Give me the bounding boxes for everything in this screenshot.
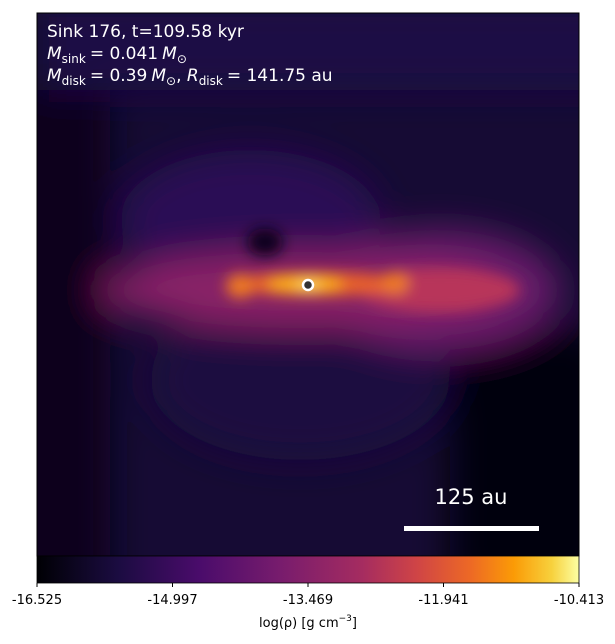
- annotation-disk: Mdisk = 0.39 M⊙, Rdisk = 141.75 au: [47, 66, 333, 88]
- symbol: M: [47, 66, 62, 86]
- colorbar-tick-label: -13.469: [283, 593, 333, 608]
- colorbar-tick-label: -11.941: [418, 593, 468, 608]
- annotation-sink-mass: Msink = 0.041 M⊙: [47, 44, 187, 66]
- subscript: disk: [199, 74, 223, 88]
- scale-bar-label: 125 au: [435, 485, 508, 509]
- colorbar: [36, 555, 580, 584]
- sink-marker: [301, 278, 315, 292]
- density-map: [37, 13, 579, 556]
- colorbar-tick-label: -14.997: [147, 593, 197, 608]
- colorbar-tick-label: -16.525: [12, 593, 62, 608]
- value: = 141.75 au: [227, 66, 333, 86]
- subscript: sink: [62, 52, 86, 66]
- colorbar-tick-label: -10.413: [554, 593, 604, 608]
- colorbar-label: log(ρ) [g cm−3]: [259, 614, 357, 631]
- subscript: disk: [62, 74, 86, 88]
- label-text: ]: [352, 616, 357, 631]
- subscript: ⊙: [166, 74, 176, 88]
- colorbar-ticks: -16.525 -14.997 -13.469 -11.941 -10.413: [12, 583, 604, 608]
- superscript: −3: [339, 614, 352, 624]
- value: = 0.39: [90, 66, 148, 86]
- symbol: M: [47, 44, 62, 64]
- subscript: ⊙: [177, 52, 187, 66]
- symbol: R: [187, 66, 199, 86]
- scale-bar: [404, 526, 539, 531]
- value: = 0.041: [90, 44, 158, 64]
- annotation-title: Sink 176, t=109.58 kyr: [47, 22, 244, 42]
- symbol: M: [151, 66, 166, 86]
- symbol: M: [162, 44, 177, 64]
- label-text: log(ρ) [g cm: [259, 616, 339, 631]
- separator: ,: [176, 66, 187, 86]
